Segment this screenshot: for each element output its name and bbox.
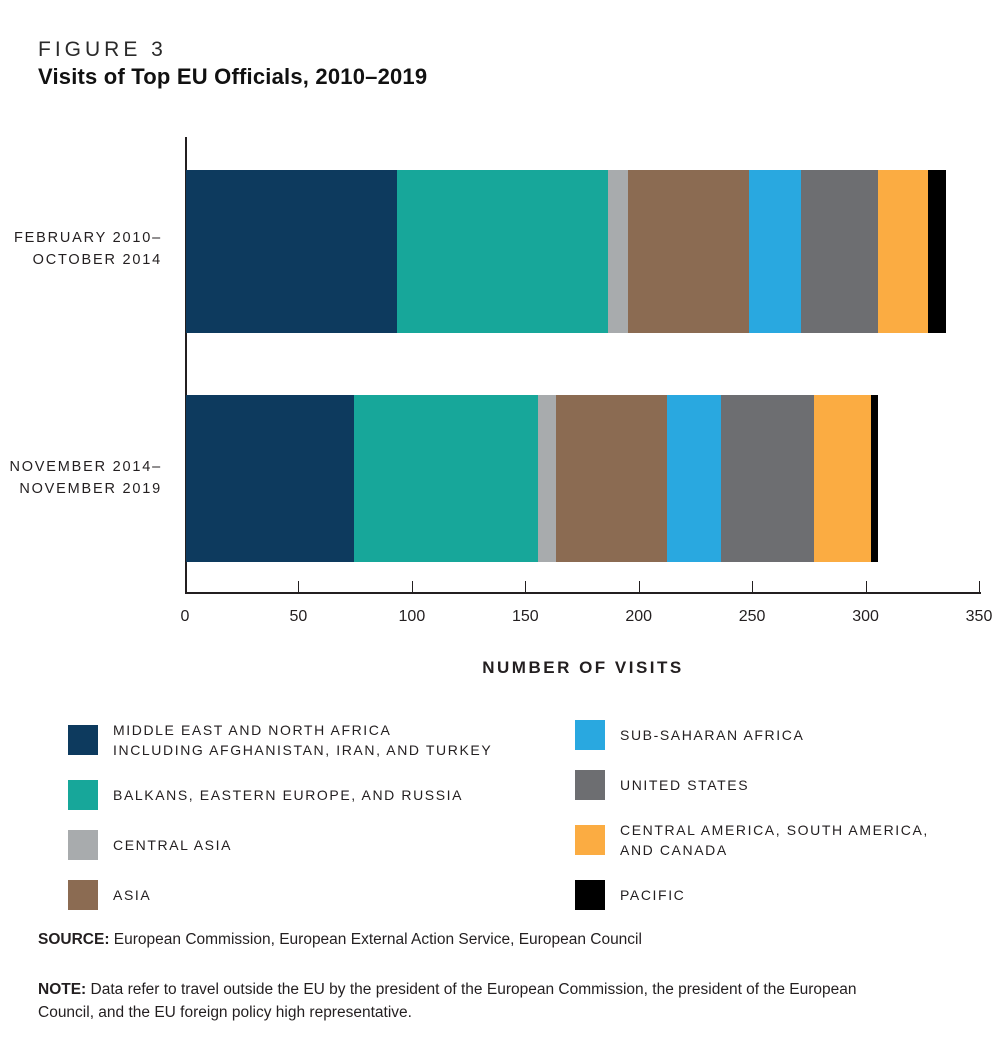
x-axis-line [185, 592, 981, 594]
legend-item: SUB-SAHARAN AFRICA [575, 720, 929, 750]
bar-segment [186, 395, 354, 562]
legend-label: SUB-SAHARAN AFRICA [620, 725, 804, 745]
bar-segment [608, 170, 629, 333]
figure-number: FIGURE 3 [38, 38, 167, 61]
legend-item: PACIFIC [575, 880, 929, 910]
x-axis-tick [638, 581, 640, 592]
legend-label-line: CENTRAL AMERICA, SOUTH AMERICA, [620, 822, 929, 838]
x-axis-tick [411, 581, 413, 592]
note-prefix: NOTE: [38, 981, 87, 998]
legend-swatch [575, 825, 605, 855]
legend-label: UNITED STATES [620, 775, 749, 795]
legend-item: UNITED STATES [575, 770, 929, 800]
legend-swatch [575, 880, 605, 910]
x-axis-tick [752, 581, 754, 592]
bar-segment [397, 170, 608, 333]
legend-label: CENTRAL AMERICA, SOUTH AMERICA, AND CANAD… [620, 820, 929, 860]
bar-segment [748, 170, 801, 333]
category-label-line: OCTOBER 2014 [32, 252, 162, 268]
x-axis-tick-label: 350 [965, 608, 993, 625]
category-label-line: NOVEMBER 2014– [9, 459, 162, 475]
bar-segment [186, 170, 397, 333]
legend-item: ASIA [68, 880, 492, 910]
legend-swatch [575, 720, 605, 750]
x-axis-tick [298, 581, 300, 592]
category-label-nov2014-nov2019: NOVEMBER 2014– NOVEMBER 2019 [9, 456, 162, 500]
x-axis-tick-label: 100 [398, 608, 426, 625]
bar-nov2014-nov2019 [186, 395, 878, 562]
legend-item: CENTRAL ASIA [68, 830, 492, 860]
legend-label-line: PACIFIC [620, 887, 686, 903]
x-axis-tick [185, 581, 186, 592]
legend-label-line: UNITED STATES [620, 777, 750, 793]
x-axis-tick-label: 0 [180, 608, 190, 625]
note-caption: NOTE: Data refer to travel outside the E… [38, 978, 898, 1024]
legend-swatch [68, 830, 98, 860]
legend-label: BALKANS, EASTERN EUROPE, AND RUSSIA [113, 785, 463, 805]
source-text: European Commission, European External A… [109, 931, 642, 948]
figure-title: Visits of Top EU Officials, 2010–2019 [38, 64, 428, 89]
x-axis-tick-label: 50 [289, 608, 308, 625]
legend-label: MIDDLE EAST AND NORTH AFRICA INCLUDING AF… [113, 720, 492, 760]
bar-segment [666, 395, 722, 562]
x-axis-title: NUMBER OF VISITS [482, 658, 684, 677]
bar-segment [721, 395, 815, 562]
legend-column-left: MIDDLE EAST AND NORTH AFRICA INCLUDING AF… [68, 720, 492, 910]
legend-swatch [68, 780, 98, 810]
legend-label-line: CENTRAL ASIA [113, 837, 233, 853]
bar-segment [877, 170, 928, 333]
y-axis-line [185, 137, 187, 593]
bar-segment [628, 170, 749, 333]
legend-item: MIDDLE EAST AND NORTH AFRICA INCLUDING AF… [68, 720, 492, 760]
legend-label-line: AND CANADA [620, 842, 728, 858]
legend-column-right: SUB-SAHARAN AFRICA UNITED STATES CENTRAL A… [575, 720, 929, 910]
legend-item: BALKANS, EASTERN EUROPE, AND RUSSIA [68, 780, 492, 810]
x-axis-tick-label: 200 [625, 608, 653, 625]
legend-label-line: SUB-SAHARAN AFRICA [620, 727, 805, 743]
legend-swatch [575, 770, 605, 800]
bar-segment [537, 395, 556, 562]
legend-swatch [68, 725, 98, 755]
category-label-feb2010-oct2014: FEBRUARY 2010– OCTOBER 2014 [14, 227, 162, 271]
x-axis-tick-label: 300 [852, 608, 879, 625]
legend-label: ASIA [113, 885, 151, 905]
legend-label-line: ASIA [113, 887, 152, 903]
note-text: Data refer to travel outside the EU by t… [38, 981, 857, 1021]
bar-segment [353, 395, 538, 562]
source-prefix: SOURCE: [38, 931, 110, 948]
bar-segment [814, 395, 872, 562]
legend-label-line: BALKANS, EASTERN EUROPE, AND RUSSIA [113, 787, 464, 803]
x-axis-tick-label: 150 [511, 608, 539, 625]
bar-segment [555, 395, 667, 562]
x-axis-tick [865, 581, 867, 592]
category-label-line: NOVEMBER 2019 [19, 481, 162, 497]
legend-label: CENTRAL ASIA [113, 835, 232, 855]
category-label-line: FEBRUARY 2010– [14, 230, 162, 246]
legend-label-line: MIDDLE EAST AND NORTH AFRICA [113, 722, 392, 738]
legend-swatch [68, 880, 98, 910]
bar-segment [871, 395, 878, 562]
source-caption: SOURCE: European Commission, European Ex… [38, 928, 898, 951]
x-axis-tick-label: 250 [738, 608, 766, 625]
bar-segment [927, 170, 946, 333]
legend-item: CENTRAL AMERICA, SOUTH AMERICA, AND CANAD… [575, 820, 929, 860]
bar-segment [800, 170, 878, 333]
x-axis-tick [525, 581, 527, 592]
legend-label: PACIFIC [620, 885, 685, 905]
x-axis-tick [979, 581, 980, 592]
legend-label-line: INCLUDING AFGHANISTAN, IRAN, AND TURKEY [113, 742, 493, 758]
bar-feb2010-oct2014 [186, 170, 946, 333]
